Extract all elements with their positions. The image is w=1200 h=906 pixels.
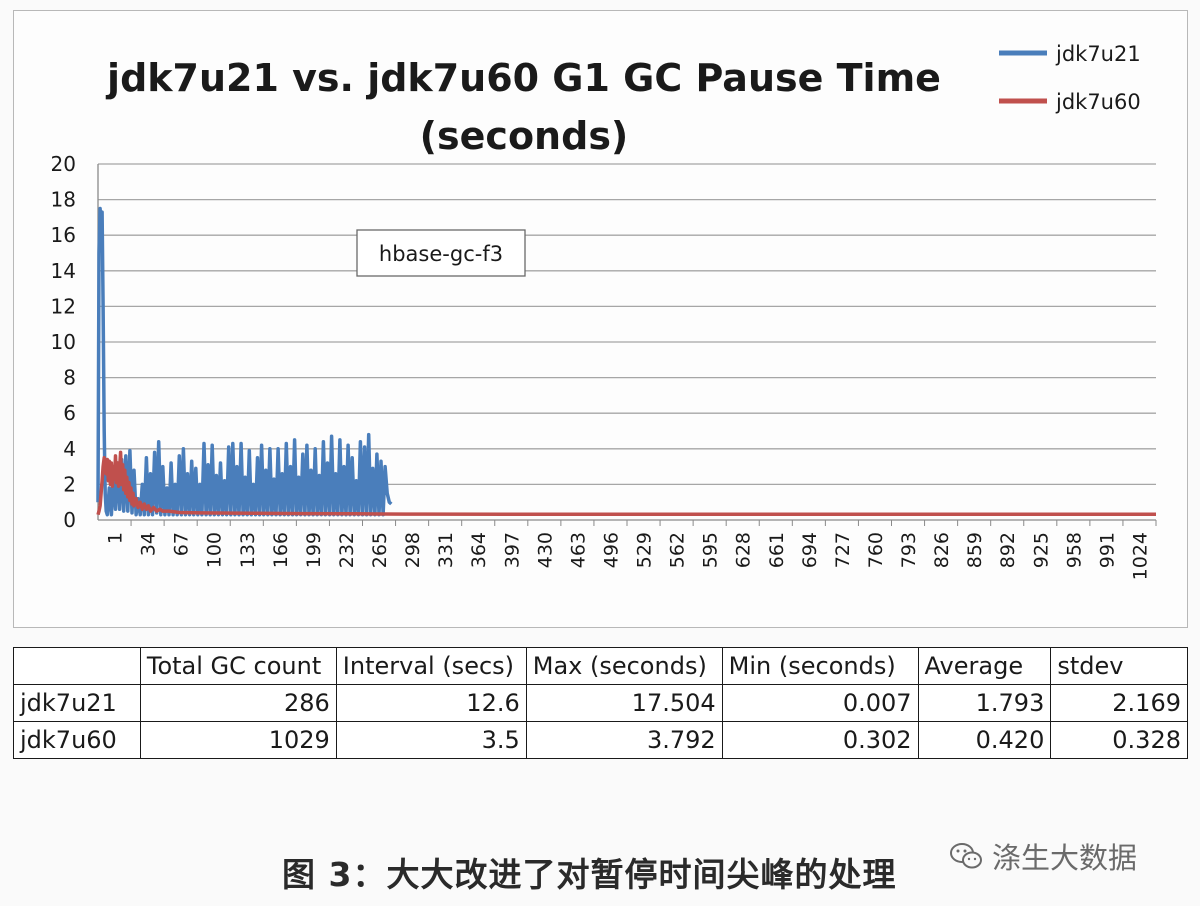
- x-tick-label: 694: [799, 532, 821, 568]
- grid-lines: [98, 163, 1156, 486]
- table-cell: 12.6: [335, 684, 527, 722]
- chart-title-line-1: jdk7u21 vs. jdk7u60 G1 GC Pause Time: [107, 56, 941, 100]
- y-tick-label: 16: [51, 223, 76, 247]
- annotation-box: hbase-gc-f3: [356, 229, 526, 277]
- table-header-cell: Max (seconds): [525, 647, 723, 685]
- x-tick-label: 265: [369, 532, 391, 568]
- x-tick-label: 199: [303, 532, 325, 568]
- x-tick-label: 100: [204, 532, 226, 568]
- x-tick-label: 1024: [1129, 532, 1151, 580]
- watermark: 涤生大数据: [948, 836, 1137, 876]
- table-cell: 286: [139, 684, 337, 722]
- annotation-label: hbase-gc-f3: [379, 242, 503, 266]
- table-cell: 3.792: [525, 721, 723, 759]
- table-cell: 1.793: [917, 684, 1052, 722]
- x-tick-label: 133: [237, 532, 259, 568]
- table-header-cell: Min (seconds): [721, 647, 919, 685]
- table-header-cell: Average: [917, 647, 1052, 685]
- x-tick-label: 595: [700, 532, 722, 568]
- x-tick-label: 232: [336, 532, 358, 568]
- y-tick-label: 4: [63, 437, 76, 461]
- x-tick-label: 628: [733, 532, 755, 568]
- chart-plot: 0 2 4 6 8 10 12 14 16 18 20 1 34 67 100 133 166 199 232 26…: [51, 42, 1157, 580]
- table-header-cell: stdev: [1050, 647, 1188, 685]
- y-tick-label: 10: [51, 330, 76, 354]
- x-tick-label: 34: [138, 532, 160, 556]
- series-lines: [96, 206, 1156, 517]
- stats-table: Total GC count Interval (secs) Max (seco…: [13, 647, 1188, 759]
- watermark-text: 涤生大数据: [992, 841, 1138, 875]
- legend-label-jdk7u60: jdk7u60: [1055, 90, 1141, 114]
- x-tick-label: 67: [171, 532, 193, 556]
- table-cell: 17.504: [525, 684, 723, 722]
- x-tick-label: 793: [898, 532, 920, 568]
- chart-frame: 0 2 4 6 8 10 12 14 16 18 20 1 34 67 100 133 166 199 232 26…: [13, 10, 1188, 628]
- x-tick-label: 529: [634, 532, 656, 568]
- table-row: jdk7u60 1029 3.5 3.792 0.302 0.420 0.328: [13, 721, 1188, 759]
- x-tick-label: 562: [667, 532, 689, 568]
- y-tick-label: 0: [63, 508, 76, 532]
- table-header-row: Total GC count Interval (secs) Max (seco…: [13, 647, 1188, 685]
- table-cell: 1029: [139, 721, 337, 759]
- x-tick-label: 364: [468, 532, 490, 568]
- x-tick-label: 727: [832, 532, 854, 568]
- table-cell: 3.5: [335, 721, 527, 759]
- table-row: jdk7u21 286 12.6 17.504 0.007 1.793 2.16…: [13, 684, 1188, 722]
- chart-title: jdk7u21 vs. jdk7u60 G1 GC Pause Time (se…: [74, 49, 974, 165]
- table-row-label: jdk7u60: [13, 721, 141, 759]
- table-cell: 0.302: [721, 721, 919, 759]
- y-tick-label: 2: [63, 472, 76, 496]
- y-tick-label: 18: [51, 188, 76, 212]
- x-tick-label: 958: [1063, 532, 1085, 568]
- x-tick-label: 991: [1096, 532, 1118, 568]
- table-header-cell: Interval (secs): [335, 647, 527, 685]
- table-row-label: jdk7u21: [13, 684, 141, 722]
- y-tick-label: 12: [51, 294, 76, 318]
- table-cell: 0.420: [917, 721, 1052, 759]
- x-tick-label: 1: [105, 532, 127, 544]
- x-tick-label: 463: [567, 532, 589, 568]
- x-tick-label: 331: [435, 532, 457, 568]
- x-tick-label: 397: [501, 532, 523, 568]
- table-cell: 0.007: [721, 684, 919, 722]
- x-tick-label: 925: [1030, 532, 1052, 568]
- table-header-cell: [13, 647, 141, 685]
- y-tick-label: 8: [63, 366, 76, 390]
- x-tick-label: 892: [997, 532, 1019, 568]
- x-tick-labels: 1 34 67 100 133 166 199 232 265 298 331 364 397 430 46…: [105, 532, 1152, 580]
- wechat-icon: [950, 843, 982, 869]
- series-line-jdk7u60: [96, 450, 1156, 517]
- x-tick-label: 166: [270, 532, 292, 568]
- x-tick-label: 661: [766, 532, 788, 568]
- y-tick-label: 14: [51, 259, 76, 283]
- legend: jdk7u21 jdk7u60: [999, 42, 1141, 114]
- table-cell: 0.328: [1050, 721, 1188, 759]
- legend-label-jdk7u21: jdk7u21: [1055, 42, 1141, 66]
- y-tick-label: 20: [51, 152, 76, 176]
- table-header-cell: Total GC count: [139, 647, 337, 685]
- y-tick-labels: 0 2 4 6 8 10 12 14 16 18 20: [51, 152, 76, 532]
- x-tick-label: 298: [402, 532, 424, 568]
- y-tick-label: 6: [63, 401, 76, 425]
- x-tick-label: 859: [964, 532, 986, 568]
- x-tick-label: 760: [865, 532, 887, 568]
- x-tick-label: 826: [931, 532, 953, 568]
- table-cell: 2.169: [1050, 684, 1188, 722]
- figure-caption: 图 3：大大改进了对暂停时间尖峰的处理: [282, 855, 897, 894]
- x-tick-label: 430: [534, 532, 556, 568]
- x-tick-label: 496: [600, 532, 622, 568]
- series-line-jdk7u21: [96, 206, 393, 517]
- chart-title-line-2: (seconds): [419, 114, 629, 158]
- annotation-frame: [356, 229, 526, 277]
